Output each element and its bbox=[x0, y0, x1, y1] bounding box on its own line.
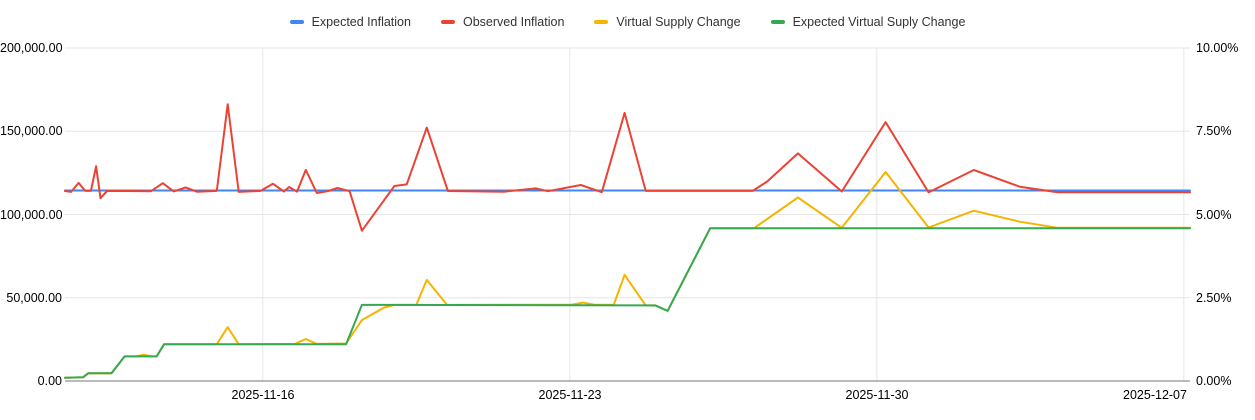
legend-swatch-virtual-supply-change bbox=[594, 20, 609, 24]
series-line-expected-virtual-suply-change bbox=[64, 227, 1191, 379]
legend-item-observed-inflation: Observed Inflation bbox=[440, 15, 565, 29]
left-axis-tick-100000: 100,000.00 bbox=[0, 208, 63, 222]
right-axis-tick-0pct: 0.00% bbox=[1196, 374, 1232, 388]
legend-swatch-expected-virtual-suply-change bbox=[770, 20, 785, 24]
legend-swatch-expected-inflation bbox=[289, 20, 304, 24]
left-axis-tick-150000: 150,000.00 bbox=[0, 124, 63, 138]
chart-legend: Expected Inflation Observed Inflation Vi… bbox=[0, 15, 1255, 29]
series-line-virtual-supply-change bbox=[64, 171, 1191, 379]
series-line-observed-inflation bbox=[64, 103, 1191, 232]
legend-item-virtual-supply-change: Virtual Supply Change bbox=[594, 15, 741, 29]
right-axis-tick-5pct: 5.00% bbox=[1196, 208, 1232, 222]
legend-label-observed-inflation: Observed Inflation bbox=[462, 15, 565, 29]
x-axis-tick-2025-11-23: 2025-11-23 bbox=[538, 388, 602, 402]
legend-label-expected-virtual-suply-change: Expected Virtual Suply Change bbox=[792, 15, 966, 29]
right-axis-tick-2-5pct: 2.50% bbox=[1196, 291, 1232, 305]
legend-label-virtual-supply-change: Virtual Supply Change bbox=[616, 15, 741, 29]
legend-item-expected-inflation: Expected Inflation bbox=[289, 15, 411, 29]
legend-item-expected-virtual-suply-change: Expected Virtual Suply Change bbox=[770, 15, 966, 29]
x-axis-tick-2025-12-07: 2025-12-07 bbox=[1123, 388, 1187, 402]
legend-swatch-observed-inflation bbox=[440, 20, 455, 24]
legend-label-expected-inflation: Expected Inflation bbox=[311, 15, 411, 29]
left-axis-tick-0: 0.00 bbox=[37, 374, 62, 388]
left-axis-tick-200000: 200,000.00 bbox=[0, 41, 63, 55]
x-axis-tick-2025-11-30: 2025-11-30 bbox=[845, 388, 909, 402]
right-axis-tick-7-5pct: 7.50% bbox=[1196, 124, 1232, 138]
left-axis-tick-50000: 50,000.00 bbox=[6, 291, 62, 305]
x-axis-tick-2025-11-16: 2025-11-16 bbox=[231, 388, 295, 402]
right-axis-tick-10pct: 10.00% bbox=[1196, 41, 1239, 55]
